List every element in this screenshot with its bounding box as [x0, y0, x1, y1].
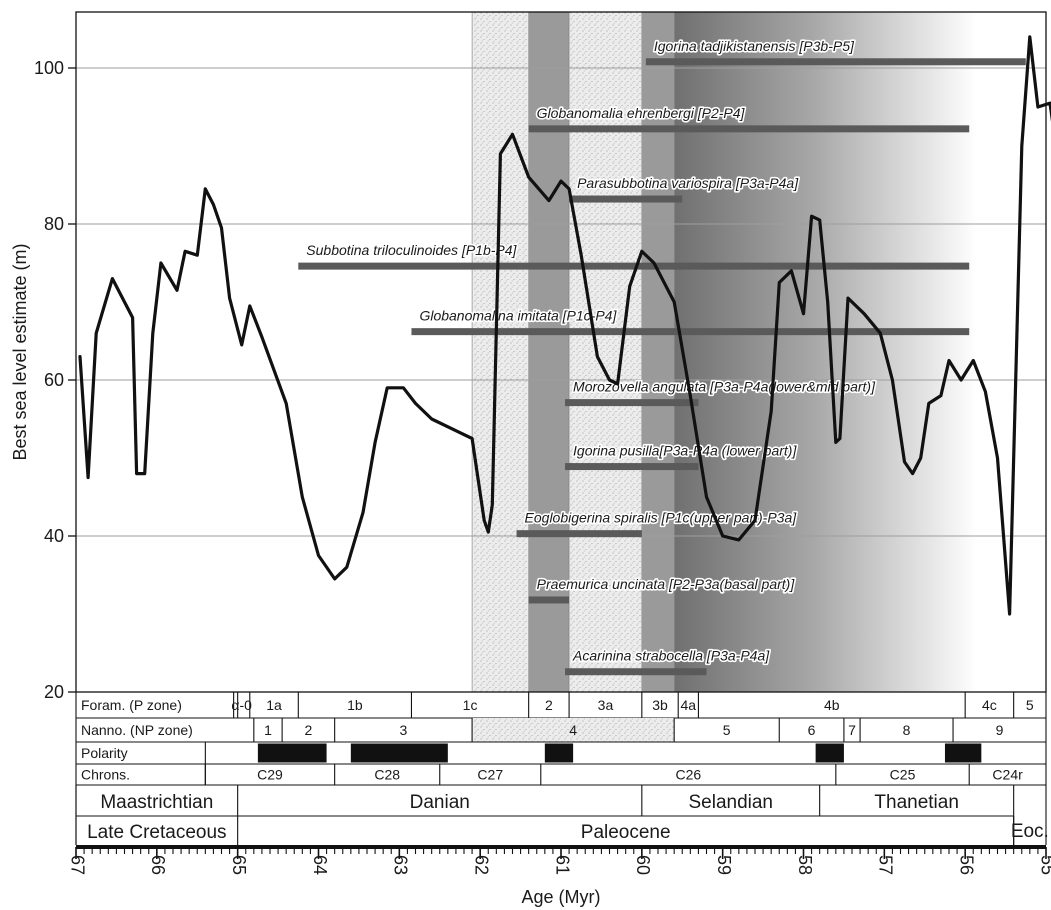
row-header-2: Polarity [81, 745, 128, 761]
zone-label-3-2: C27 [477, 767, 503, 783]
shaded-interval-0 [471, 11, 529, 693]
range-label-7: Eoglobigerina spiralis [P1c(upper part)-… [525, 510, 798, 526]
zone-label-3-1: C28 [374, 767, 400, 783]
sea-level-line [78, 35, 1051, 616]
zone-label-1-0: 1 [264, 722, 272, 738]
zone-label-3-3: C26 [675, 767, 701, 783]
epoch-label-0: Late Cretaceous [87, 822, 226, 843]
shaded-interval-4 [674, 12, 978, 692]
x-axis-title: Age (Myr) [521, 887, 600, 907]
x-tick-label-1: 66 [148, 855, 168, 875]
zone-label-1-7: 8 [903, 722, 911, 738]
x-tick-label-3: 64 [310, 855, 330, 875]
zone-label-0-6: 3a [598, 697, 614, 713]
x-tick-label-2: 65 [229, 855, 249, 875]
y-tick-label-1: 40 [44, 526, 64, 546]
x-tick-label-7: 60 [633, 855, 653, 875]
x-tick-label-5: 62 [471, 855, 491, 875]
zone-label-1-4: 5 [723, 722, 731, 738]
range-bar-5 [565, 399, 699, 407]
epoch-label-2: Eoc. [1011, 821, 1049, 842]
range-label-9: Acarinina strabocella [P3a-P4a] [572, 648, 770, 664]
zone-label-0-2: 1a [266, 697, 282, 713]
polarity-normal-1 [350, 743, 448, 763]
stratigraphy-table: Foram. (P zone) α-0 1a 1b 1c 2 3a 3b 4a 4b 4c 5 Nann… [75, 691, 1049, 845]
zone-label-3-4: C25 [890, 767, 916, 783]
zone-label-0-1: α-0 [231, 697, 252, 713]
zone-label-3-0: C29 [257, 767, 283, 783]
polarity-normal-2 [544, 743, 574, 763]
range-label-8: Praemurica uncinata [P2-P3a(basal part)] [537, 576, 796, 592]
range-bars: Igorina tadjikistanensis [P3b-P5] Globano… [298, 36, 1026, 676]
zone-label-0-9: 4b [824, 697, 840, 713]
zone-label-3-5: C24r [992, 767, 1023, 783]
y-tick-label-4: 100 [34, 58, 64, 78]
zone-label-1-8: 9 [996, 722, 1004, 738]
x-tick-label-11: 56 [956, 855, 976, 875]
zone-label-0-3: 1b [347, 697, 363, 713]
stage-label-2: Selandian [688, 792, 773, 813]
row-header-0: Foram. (P zone) [81, 697, 182, 713]
row-header-3: Chrons. [81, 767, 130, 783]
range-label-3: Subbotina triloculinoides [P1b-P4] [306, 242, 517, 258]
zone-label-0-7: 3b [652, 697, 668, 713]
polarity-normal-3 [815, 743, 844, 763]
polarity-normal-4 [944, 743, 982, 763]
range-bar-8 [528, 596, 570, 604]
zone-stipple-1-3 [472, 718, 675, 742]
range-bar-9 [565, 668, 707, 676]
range-bar-6 [565, 463, 699, 471]
y-tick-label-3: 80 [44, 214, 64, 234]
zone-label-1-5: 6 [808, 722, 816, 738]
x-tick-label-8: 59 [714, 855, 734, 875]
range-label-4: Globanomalina imitata [P1c-P4] [419, 308, 617, 324]
y-axis-title: Best sea level estimate (m) [10, 243, 30, 460]
zone-label-0-11: 5 [1026, 697, 1034, 713]
x-tick-label-6: 61 [552, 855, 572, 875]
x-tick-label-0: 67 [67, 855, 87, 875]
zone-label-1-2: 3 [399, 722, 407, 738]
stage-label-0: Maastrichtian [100, 792, 213, 813]
shaded-interval-1 [528, 12, 570, 692]
shaded-interval-3 [641, 12, 675, 692]
zone-label-0-4: 1c [463, 697, 478, 713]
zone-label-0-8: 4a [681, 697, 697, 713]
range-label-1: Globanomalia ehrenbergi [P2-P4] [537, 105, 746, 121]
x-tick-label-12: 55 [1037, 855, 1051, 875]
range-label-2: Parasubbotina variospira [P3a-P4a] [577, 175, 799, 191]
range-bar-2 [569, 195, 683, 203]
x-tick-label-10: 57 [876, 855, 896, 875]
range-bar-1 [528, 125, 970, 133]
zone-label-1-3: 4 [569, 722, 577, 738]
range-label-6: Igorina pusilla[P3a-P4a (lower part)] [573, 443, 797, 459]
range-label-0: Igorina tadjikistanensis [P3b-P5] [654, 38, 855, 54]
row-header-1: Nanno. (NP zone) [81, 722, 193, 738]
polarity-normal-0 [257, 743, 327, 763]
zone-label-1-6: 7 [848, 722, 856, 738]
range-bar-3 [298, 262, 970, 270]
range-label-5: Morozovella angulata [P3a-P4a(lower&mid … [573, 379, 876, 395]
x-tick-label-4: 63 [391, 855, 411, 875]
epoch-label-1: Paleocene [581, 822, 671, 843]
x-axis: 67 66 65 64 63 62 61 60 59 58 57 56 55 [67, 845, 1051, 875]
y-tick-label-2: 60 [44, 370, 64, 390]
zone-label-1-1: 2 [304, 722, 312, 738]
y-axis: 20 40 60 80 100 [34, 58, 76, 702]
y-tick-label-0: 20 [44, 682, 64, 702]
zone-label-0-5: 2 [545, 697, 553, 713]
range-bar-0 [645, 58, 1026, 66]
shaded-intervals [471, 11, 978, 693]
range-bar-7 [516, 530, 642, 538]
zone-label-0-10: 4c [982, 697, 997, 713]
stage-label-1: Danian [410, 792, 470, 813]
stage-label-3: Thanetian [874, 792, 959, 813]
x-tick-label-9: 58 [795, 855, 815, 875]
range-bar-4 [411, 328, 970, 336]
